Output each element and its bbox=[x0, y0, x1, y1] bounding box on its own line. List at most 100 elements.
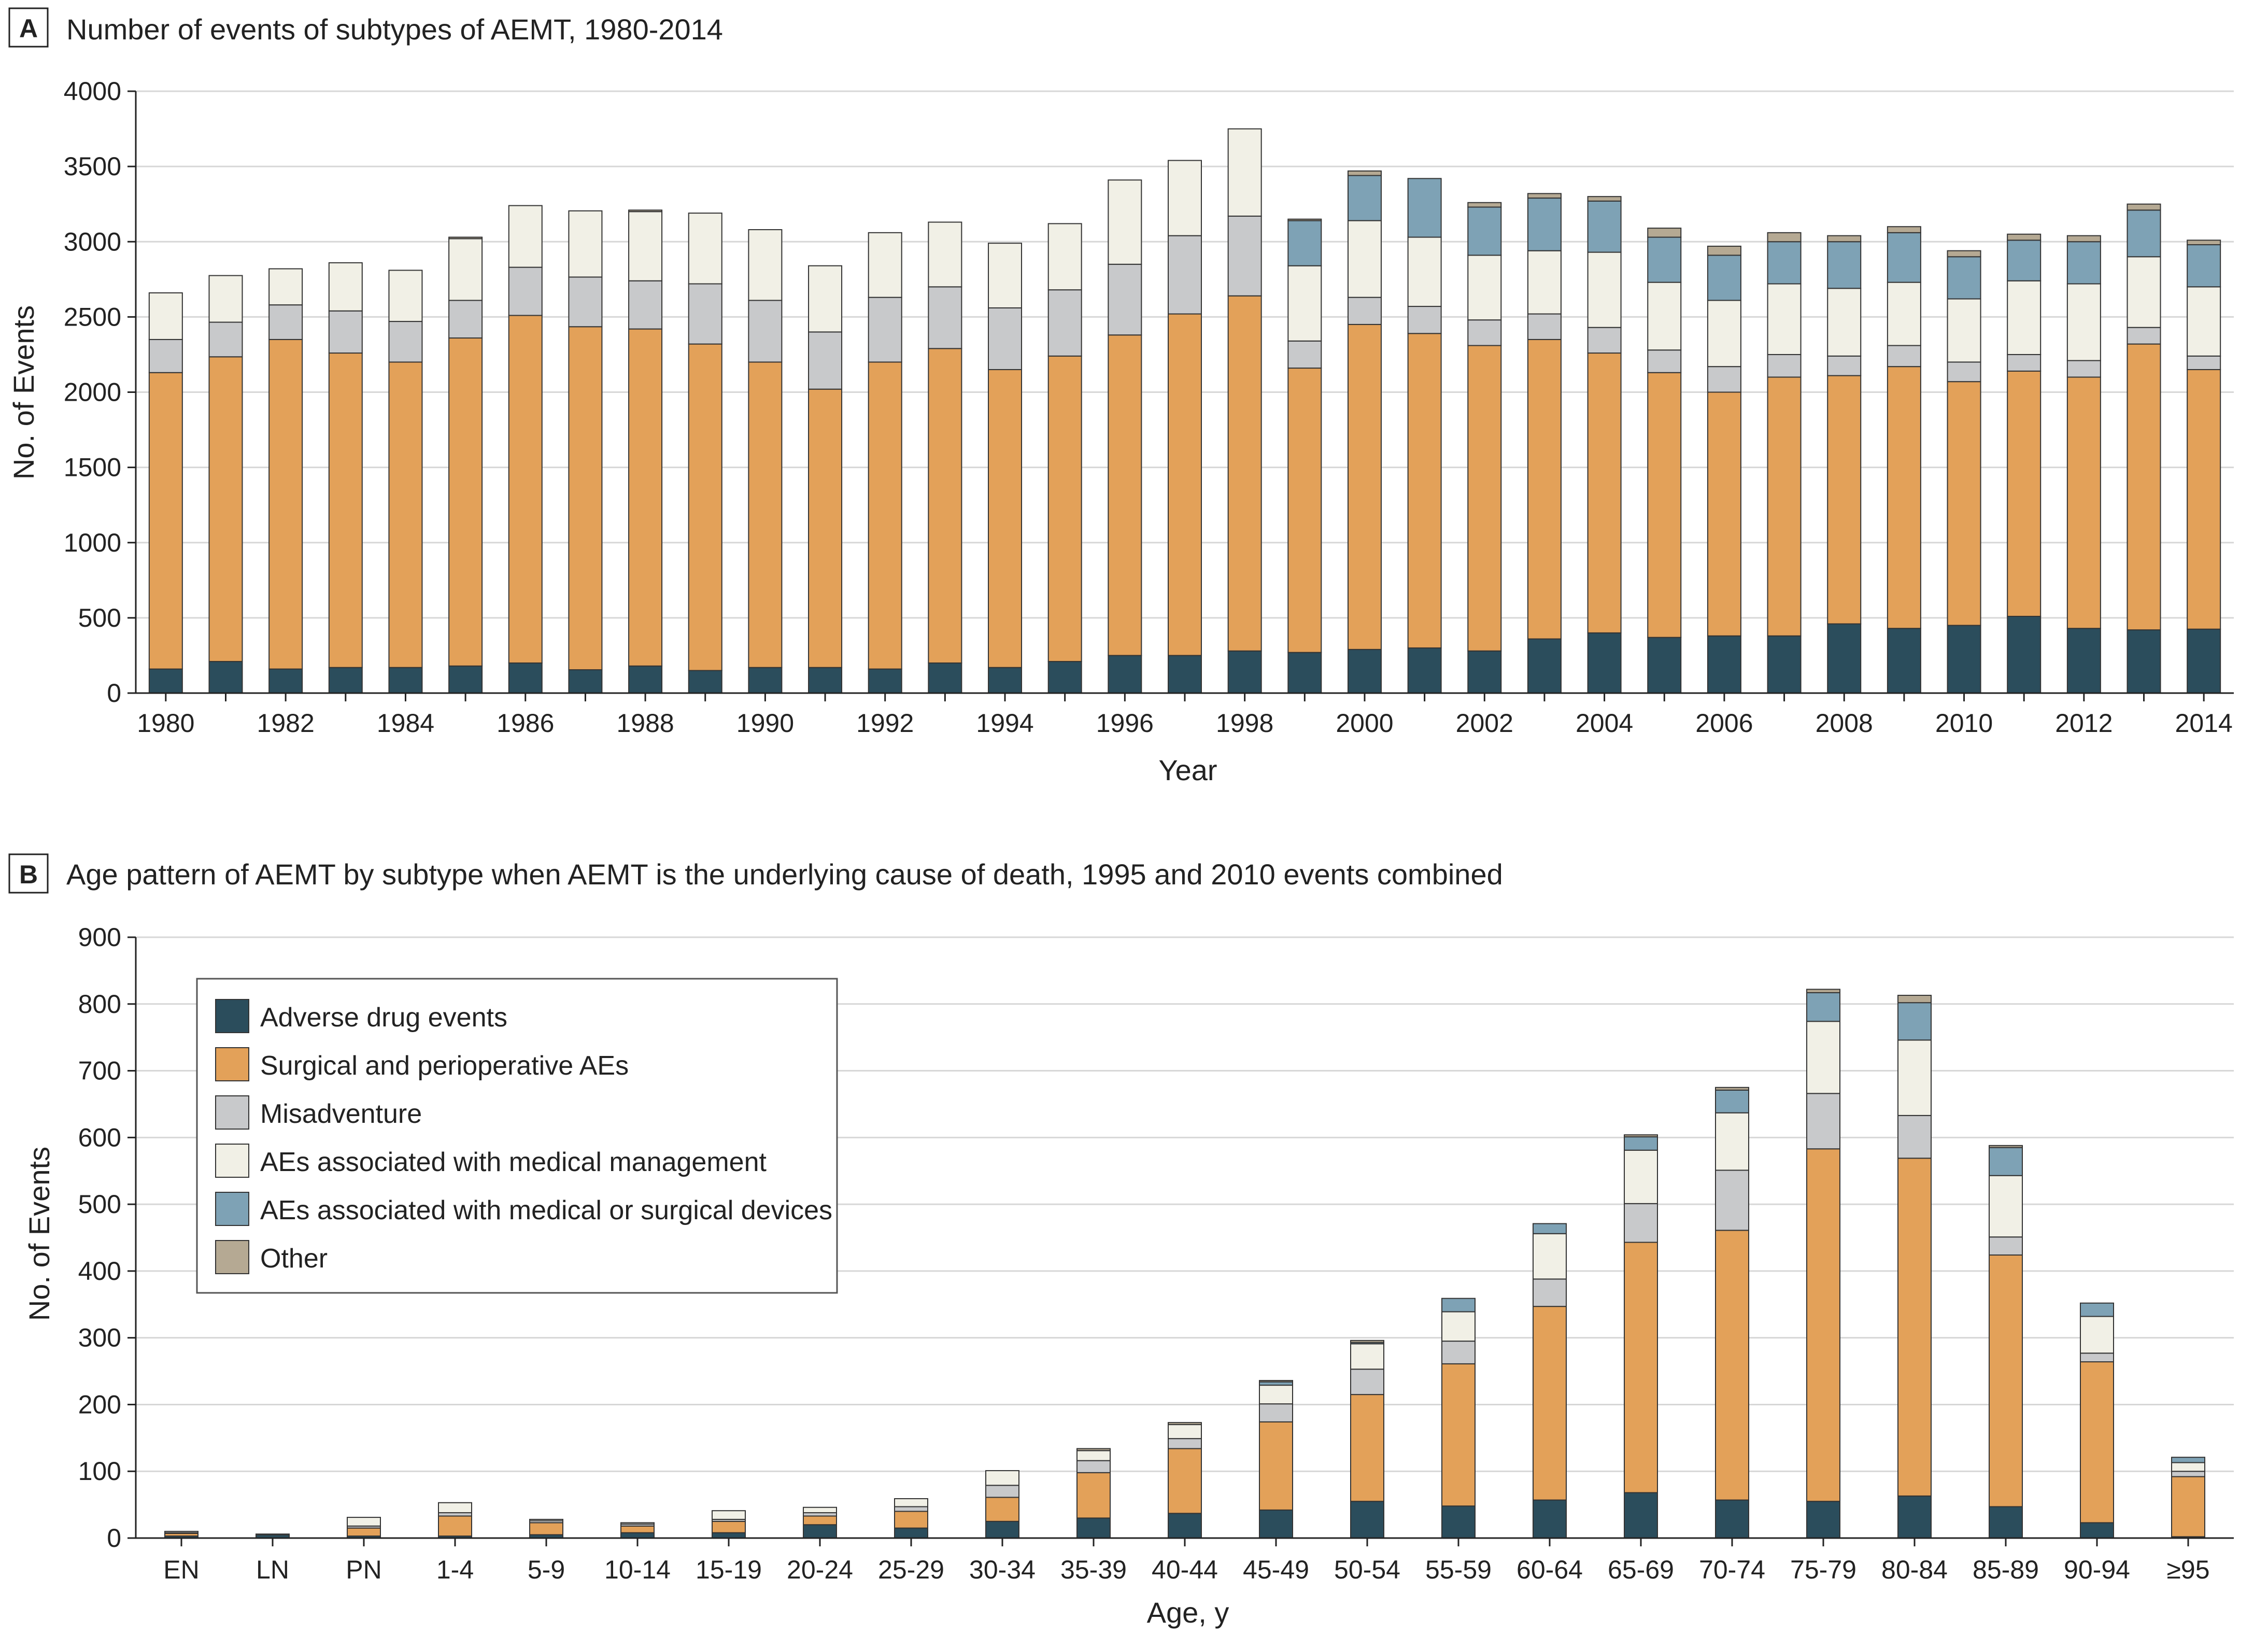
panel-a-bar-2002-adverse-drug bbox=[1467, 650, 1502, 694]
panel-b-x-tick-label-60-64: 60-64 bbox=[1516, 1555, 1583, 1584]
panel-b-bar-65-69-devices bbox=[1624, 1136, 1658, 1151]
panel-a-bar-2000-devices bbox=[1347, 175, 1382, 221]
panel-a-bar-2000-management bbox=[1347, 220, 1382, 298]
panel-a-bar-1989-management bbox=[688, 213, 722, 285]
panel-b-x-tick-label-65-69: 65-69 bbox=[1608, 1555, 1674, 1584]
panel-b-x-tick-label-75-79: 75-79 bbox=[1790, 1555, 1856, 1584]
panel-b-bar-65-69-misadventure bbox=[1624, 1203, 1658, 1243]
panel-a-bar-1994-misadventure bbox=[988, 307, 1023, 370]
panel-b-bar-20-24-adverse-drug bbox=[803, 1524, 837, 1539]
panel-a-bar-2006-devices bbox=[1707, 255, 1741, 301]
panel-a-x-tick-label-2014: 2014 bbox=[2175, 709, 2233, 738]
panel-a-y-tick-label-500: 500 bbox=[78, 603, 121, 632]
panel-b-bar-ge95-management bbox=[2171, 1462, 2205, 1472]
panel-b-bar-75-79-management bbox=[1806, 1021, 1840, 1094]
panel-a-bar-1999-other bbox=[1287, 218, 1322, 221]
panel-a-bar-1991-misadventure bbox=[808, 331, 843, 390]
panel-b-y-tick-label-100: 100 bbox=[78, 1457, 121, 1486]
panel-a-bar-2001-misadventure bbox=[1407, 306, 1442, 334]
panel-b-bar-55-59-devices bbox=[1441, 1298, 1476, 1313]
panel-a-bar-2011-other bbox=[2007, 233, 2042, 241]
legend-item-devices: AEs associated with medical or surgical … bbox=[215, 1192, 832, 1226]
legend-item-other: Other bbox=[215, 1240, 328, 1274]
panel-a-x-tick-label-1982: 1982 bbox=[257, 709, 315, 738]
panel-a-bar-1998-misadventure bbox=[1227, 215, 1262, 297]
panel-a: A Number of events of subtypes of AEMT, … bbox=[7, 7, 2234, 786]
panel-a-bar-2014-management bbox=[2187, 286, 2221, 357]
panel-a-bar-1988-other bbox=[628, 209, 663, 213]
panel-b-bar-50-54-management bbox=[1350, 1343, 1384, 1370]
panel-a-bar-1983-adverse-drug bbox=[328, 667, 363, 694]
panel-a-bar-1984-adverse-drug bbox=[388, 667, 423, 694]
panel-b-bar-75-79-adverse-drug bbox=[1806, 1501, 1840, 1539]
panel-b-bar-45-49-adverse-drug bbox=[1259, 1509, 1293, 1539]
panel-b-y-tick-label-900: 900 bbox=[78, 923, 121, 952]
panel-b-bar-20-24-management bbox=[803, 1506, 837, 1514]
panel-b-x-tick-label-25-29: 25-29 bbox=[878, 1555, 944, 1584]
panel-a-bar-1997-surgical bbox=[1168, 313, 1202, 656]
panel-a-bar-2004-devices bbox=[1587, 200, 1622, 253]
panel-a-bar-1985-adverse-drug bbox=[448, 665, 483, 694]
panel-b-bar-15-19-adverse-drug bbox=[712, 1532, 746, 1539]
panel-a-bar-1994-surgical bbox=[988, 369, 1023, 668]
panel-b-x-tick-label-pn: PN bbox=[346, 1555, 381, 1584]
panel-a-bar-2002-devices bbox=[1467, 206, 1502, 256]
panel-b-tag-box bbox=[8, 853, 49, 894]
panel-b-bar-15-19-management bbox=[712, 1510, 746, 1520]
panel-b-x-tick-label-80-84: 80-84 bbox=[1881, 1555, 1948, 1584]
panel-a-bar-1985-misadventure bbox=[448, 300, 483, 339]
legend-item-adverse-drug: Adverse drug events bbox=[215, 999, 507, 1033]
panel-a-bar-1987-misadventure bbox=[568, 276, 603, 328]
panel-a-bar-2007-other bbox=[1767, 232, 1802, 243]
panel-b-x-tick-label-ge95: ≥95 bbox=[2166, 1555, 2209, 1584]
panel-a-bar-2006-surgical bbox=[1707, 391, 1741, 637]
panel-a-bar-1997-management bbox=[1168, 160, 1202, 236]
panel-a-bar-2009-other bbox=[1887, 226, 1921, 233]
panel-a-bar-1990-surgical bbox=[748, 361, 783, 668]
panel-b-bar-5-9-surgical bbox=[529, 1522, 563, 1535]
panel-a-bar-2003-surgical bbox=[1527, 339, 1562, 640]
panel-a-bar-1986-management bbox=[508, 205, 543, 268]
panel-a-bar-2008-surgical bbox=[1827, 375, 1862, 625]
panel-a-bar-2002-surgical bbox=[1467, 345, 1502, 652]
panel-a-bar-1999-devices bbox=[1287, 220, 1322, 266]
panel-a-bar-2005-management bbox=[1647, 281, 1682, 351]
panel-b-bar-ge95-devices bbox=[2171, 1457, 2205, 1463]
panel-b-y-tick-label-0: 0 bbox=[107, 1524, 121, 1553]
panel-b-y-tick-label-700: 700 bbox=[78, 1056, 121, 1086]
panel-a-bar-1987-surgical bbox=[568, 326, 603, 671]
panel-a-bar-2010-surgical bbox=[1947, 381, 1981, 626]
panel-a-bar-1985-surgical bbox=[448, 337, 483, 667]
panel-a-bar-1986-adverse-drug bbox=[508, 662, 543, 694]
legend-label-devices: AEs associated with medical or surgical … bbox=[260, 1195, 832, 1225]
panel-a-bar-2001-devices bbox=[1407, 178, 1442, 238]
panel-a-bar-1992-management bbox=[868, 232, 902, 298]
panel-a-bar-2005-devices bbox=[1647, 236, 1682, 283]
panel-b-bar-pn-management bbox=[347, 1517, 381, 1527]
panel-a-bar-1998-management bbox=[1227, 128, 1262, 217]
panel-a-bar-2005-adverse-drug bbox=[1647, 637, 1682, 694]
panel-a-bar-2011-management bbox=[2007, 280, 2042, 355]
panel-a-bar-2010-adverse-drug bbox=[1947, 625, 1981, 694]
panel-a-bar-1991-surgical bbox=[808, 388, 843, 668]
panel-a-bar-1984-misadventure bbox=[388, 321, 423, 363]
panel-a-bars bbox=[148, 128, 2221, 694]
panel-b-bar-ge95-surgical bbox=[2171, 1476, 2205, 1538]
panel-b-x-tick-label-ln: LN bbox=[256, 1555, 289, 1584]
panel-a-bar-2003-adverse-drug bbox=[1527, 638, 1562, 694]
panel-a-bar-2003-management bbox=[1527, 250, 1562, 315]
panel-b-x-tick-label-90-94: 90-94 bbox=[2064, 1555, 2130, 1584]
panel-a-x-ticks: 1980 1982 1984 1986 1988 1990 1992 1994 1996 1998… bbox=[137, 693, 2233, 738]
panel-a-bar-1981-surgical bbox=[208, 356, 243, 663]
panel-a-bar-2012-devices bbox=[2066, 241, 2101, 285]
panel-b-bar-50-54-misadventure bbox=[1350, 1369, 1384, 1396]
panel-a-bar-2014-adverse-drug bbox=[2187, 628, 2221, 694]
panel-b-y-axis-title: No. of Events bbox=[23, 1147, 55, 1321]
panel-a-bar-1990-adverse-drug bbox=[748, 667, 783, 694]
panel-a-bar-2000-surgical bbox=[1347, 323, 1382, 650]
panel-b-bar-90-94-adverse-drug bbox=[2080, 1522, 2114, 1539]
panel-b-bar-85-89-management bbox=[1989, 1175, 2023, 1238]
panel-b-bar-75-79-devices bbox=[1806, 992, 1840, 1022]
panel-a-x-tick-label-1994: 1994 bbox=[976, 709, 1033, 738]
